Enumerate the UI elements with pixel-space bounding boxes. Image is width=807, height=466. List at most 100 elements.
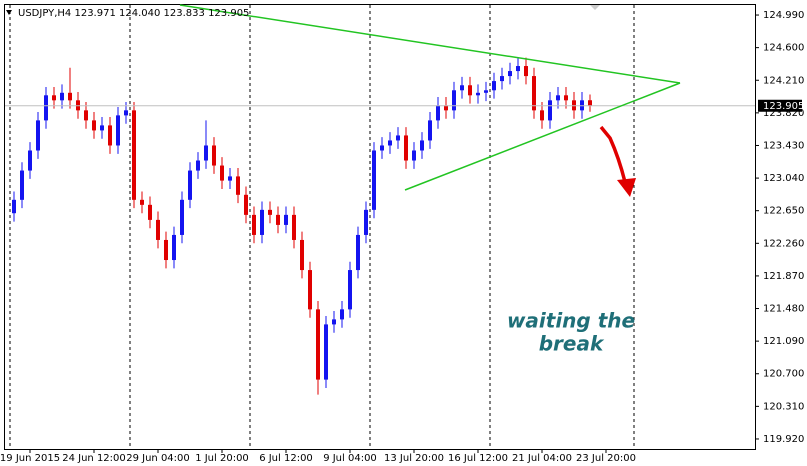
- candle-body: [316, 309, 320, 380]
- lower-trendline: [404, 82, 681, 191]
- candle-body: [116, 115, 120, 146]
- candle-body: [348, 270, 352, 310]
- candle-body: [164, 239, 168, 261]
- candle-body: [428, 120, 432, 141]
- y-tick-label: 120.700: [763, 369, 804, 380]
- break-arrow: [599, 125, 636, 197]
- upper-trendline: [179, 4, 681, 84]
- candle-body: [188, 170, 192, 200]
- candle-body: [52, 95, 56, 101]
- x-tick-label: 16 Jul 12:00: [448, 453, 508, 464]
- candle-body: [20, 170, 24, 200]
- candle-body: [508, 71, 512, 77]
- candle-body: [92, 120, 96, 131]
- candle-body: [588, 100, 592, 106]
- candle-body: [292, 214, 296, 240]
- y-tick-label: 122.650: [763, 206, 804, 217]
- y-tick-label: 123.430: [763, 140, 804, 151]
- candle-body: [124, 110, 128, 116]
- y-tick-label: 121.480: [763, 304, 804, 315]
- candle-body: [148, 204, 152, 220]
- annotation: waiting the: [507, 309, 635, 333]
- candle-body: [324, 324, 328, 380]
- candle-body: [268, 209, 272, 215]
- x-tick-label: 1 Jul 20:00: [195, 453, 249, 464]
- y-tick-label: 124.600: [763, 43, 804, 54]
- chart-header: USDJPY,H4 123.971 124.040 123.833 123.90…: [18, 8, 249, 19]
- candle-body: [452, 90, 456, 111]
- candle-body: [556, 95, 560, 101]
- x-tick-label: 9 Jul 04:00: [323, 453, 377, 464]
- candle-body: [108, 125, 112, 146]
- candle-body: [356, 234, 360, 271]
- candle-body: [84, 110, 88, 121]
- y-tick-label: 120.310: [763, 401, 804, 412]
- last-price-label: 123.905: [763, 101, 804, 112]
- candle-body: [492, 81, 496, 91]
- candle-body: [436, 105, 440, 121]
- x-tick-label: 13 Jul 20:00: [384, 453, 444, 464]
- candle-body: [236, 176, 240, 195]
- y-tick-label: 124.210: [763, 75, 804, 86]
- y-tick-label: 121.090: [763, 336, 804, 347]
- candle-body: [180, 199, 184, 235]
- plot-frame: [4, 4, 756, 450]
- candle-body: [36, 120, 40, 151]
- candle-body: [212, 145, 216, 166]
- shift-marker: [590, 5, 600, 10]
- candle-body: [380, 145, 384, 151]
- candle-body: [300, 239, 304, 271]
- candle-body: [204, 145, 208, 161]
- candle-body: [564, 95, 568, 101]
- y-tick-label: 123.040: [763, 173, 804, 184]
- candle-body: [340, 309, 344, 320]
- candle-body: [516, 66, 520, 72]
- candle-body: [156, 219, 160, 240]
- candle-body: [228, 176, 232, 181]
- x-tick-label: 6 Jul 12:00: [259, 453, 313, 464]
- y-tick-label: 122.260: [763, 238, 804, 249]
- candle-body: [500, 76, 504, 82]
- candle-body: [524, 66, 528, 77]
- candle-body: [44, 95, 48, 121]
- day-separators: [9, 5, 635, 449]
- triangle-pattern: [179, 4, 681, 191]
- candle-body: [284, 214, 288, 225]
- candle-body: [100, 125, 104, 131]
- candles: [5, 57, 755, 395]
- candle-body: [468, 85, 472, 96]
- x-tick-label: 24 Jun 12:00: [62, 453, 126, 464]
- candle-body: [540, 110, 544, 121]
- candle-body: [484, 90, 488, 93]
- x-tick-label: 19 Jun 2015: [0, 453, 60, 464]
- candle-body: [244, 194, 248, 215]
- candle-body: [364, 209, 368, 235]
- last-price-box: [758, 99, 802, 112]
- candle-body: [476, 92, 480, 96]
- arrow-head: [617, 178, 636, 197]
- candle-body: [404, 135, 408, 161]
- candle-body: [444, 105, 448, 111]
- candle-body: [252, 214, 256, 235]
- candle-body: [276, 214, 280, 225]
- x-tick-label: 21 Jul 04:00: [512, 453, 572, 464]
- arrow-shaft: [599, 125, 627, 183]
- candle-body: [332, 319, 336, 325]
- candle-body: [28, 150, 32, 171]
- candle-body: [68, 92, 72, 101]
- candle-body: [420, 140, 424, 151]
- header-icon: [6, 10, 12, 15]
- annotation: break: [539, 332, 605, 356]
- y-tick-label: 121.870: [763, 271, 804, 282]
- y-tick-label: 123.820: [763, 108, 804, 119]
- candle-body: [196, 160, 200, 171]
- candle-body: [132, 110, 136, 200]
- candle-body: [372, 150, 376, 210]
- y-tick-label: 119.920: [763, 434, 804, 445]
- candle-body: [260, 209, 264, 235]
- candle-body: [396, 135, 400, 141]
- candle-body: [220, 165, 224, 181]
- x-tick-label: 29 Jun 04:00: [126, 453, 190, 464]
